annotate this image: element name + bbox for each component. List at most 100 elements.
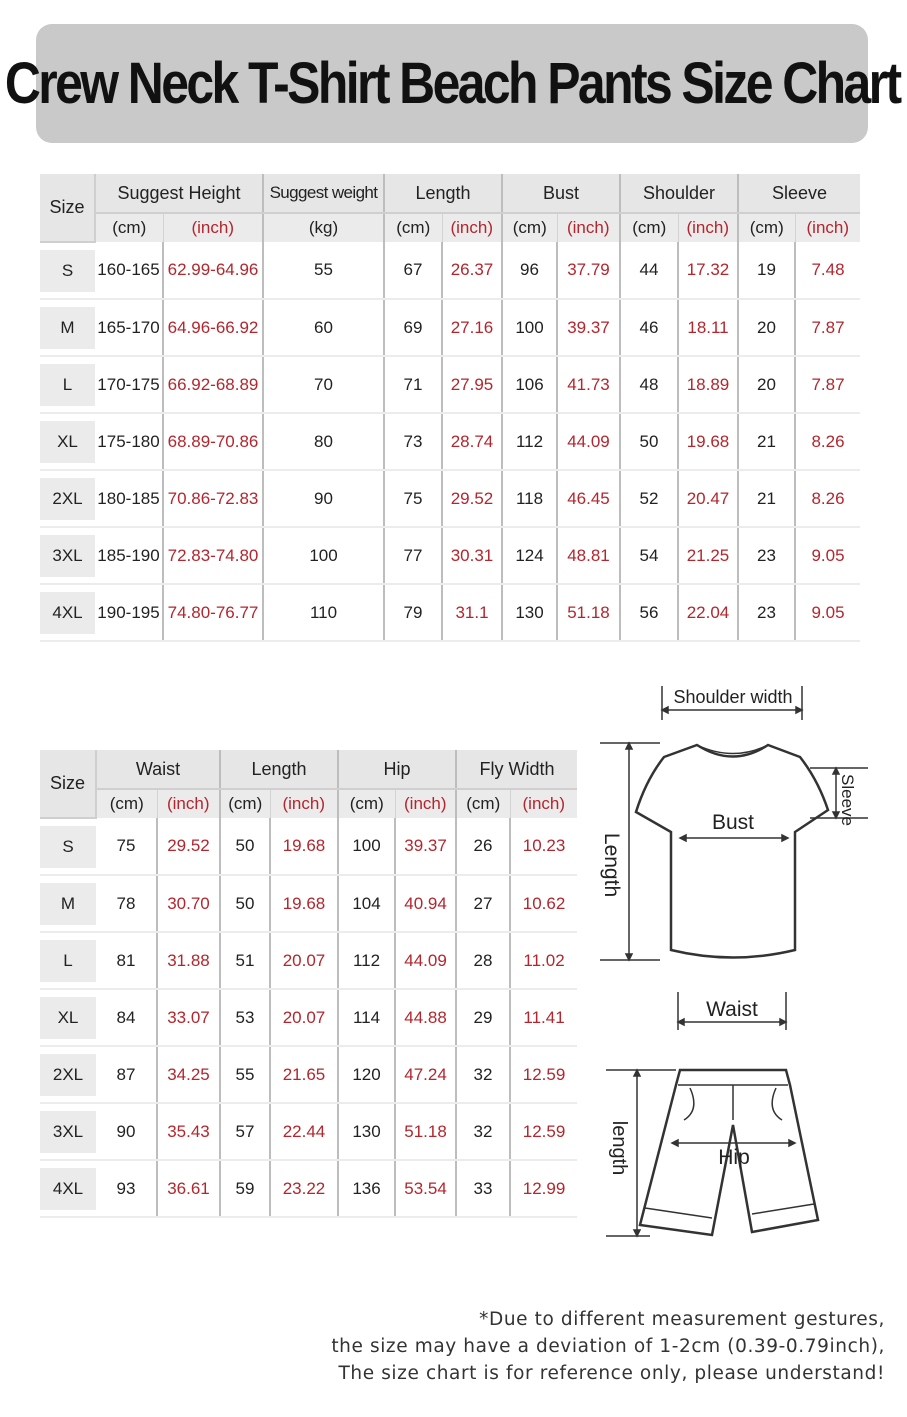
value-cell: 22.04 bbox=[677, 584, 738, 642]
size-header: Size bbox=[40, 174, 96, 243]
value-cell: 79 bbox=[383, 584, 442, 642]
value-cell: 100 bbox=[337, 818, 395, 876]
value-cell: 70 bbox=[262, 356, 384, 414]
unit-header: (inch) bbox=[677, 213, 738, 242]
value-cell: 50 bbox=[219, 818, 270, 876]
unit-header: (inch) bbox=[156, 789, 220, 818]
unit-header: (kg) bbox=[262, 213, 384, 242]
value-cell: 28.74 bbox=[441, 413, 502, 471]
value-cell: 44.09 bbox=[393, 932, 457, 990]
size-cell: S bbox=[40, 242, 95, 300]
value-cell: 160-165 bbox=[95, 242, 163, 300]
footnote: *Due to different measurement gestures, … bbox=[331, 1306, 885, 1387]
group-header: Length bbox=[219, 750, 338, 790]
unit-header: (cm) bbox=[337, 789, 395, 818]
hip-label: Hip bbox=[718, 1146, 750, 1169]
value-cell: 44.88 bbox=[393, 989, 457, 1047]
size-cell: S bbox=[40, 818, 96, 876]
value-cell: 32 bbox=[455, 1103, 511, 1161]
unit-header: (cm) bbox=[383, 213, 442, 242]
value-cell: 47.24 bbox=[393, 1046, 457, 1104]
sleeve-label: Sleeve bbox=[838, 774, 857, 826]
value-cell: 26 bbox=[455, 818, 511, 876]
table-row: XL 84 33.07 53 20.07 114 44.88 29 11.41 bbox=[40, 989, 578, 1047]
value-cell: 71 bbox=[383, 356, 442, 414]
value-cell: 87 bbox=[96, 1046, 157, 1104]
value-cell: 33.07 bbox=[156, 989, 220, 1047]
value-cell: 73 bbox=[383, 413, 442, 471]
value-cell: 175-180 bbox=[95, 413, 163, 471]
size-label: XL bbox=[40, 420, 95, 463]
value-cell: 69 bbox=[383, 299, 442, 357]
value-cell: 44.09 bbox=[556, 413, 620, 471]
value-cell: 31.88 bbox=[156, 932, 220, 990]
value-cell: 8.26 bbox=[793, 470, 861, 528]
value-cell: 19.68 bbox=[677, 413, 738, 471]
size-label: 3XL bbox=[40, 1110, 96, 1153]
value-cell: 23 bbox=[737, 584, 795, 642]
value-cell: 23 bbox=[737, 527, 795, 585]
unit-header: (cm) bbox=[219, 789, 270, 818]
unit-header: (inch) bbox=[794, 213, 861, 242]
value-cell: 19.68 bbox=[269, 818, 338, 876]
table-row: 3XL 185-190 72.83-74.80 100 77 30.31 124 48.81 5… bbox=[40, 527, 861, 585]
value-cell: 52 bbox=[619, 470, 678, 528]
value-cell: 56 bbox=[619, 584, 678, 642]
value-cell: 29.52 bbox=[441, 470, 502, 528]
table-row: 3XL 90 35.43 57 22.44 130 51.18 32 12.59 bbox=[40, 1103, 578, 1161]
value-cell: 10.62 bbox=[509, 875, 578, 933]
unit-header: (cm) bbox=[96, 789, 157, 818]
unit-header: (cm) bbox=[95, 213, 163, 242]
size-label: 2XL bbox=[40, 477, 95, 520]
size-label: M bbox=[40, 882, 96, 925]
footnote-line: *Due to different measurement gestures, bbox=[479, 1309, 885, 1330]
value-cell: 41.73 bbox=[556, 356, 620, 414]
value-cell: 90 bbox=[262, 470, 384, 528]
size-label: XL bbox=[40, 996, 96, 1039]
value-cell: 80 bbox=[262, 413, 384, 471]
value-cell: 20 bbox=[737, 299, 795, 357]
value-cell: 19.68 bbox=[269, 875, 338, 933]
value-cell: 12.59 bbox=[509, 1103, 578, 1161]
value-cell: 64.96-66.92 bbox=[162, 299, 263, 357]
value-cell: 190-195 bbox=[95, 584, 163, 642]
value-cell: 40.94 bbox=[393, 875, 457, 933]
value-cell: 39.37 bbox=[556, 299, 620, 357]
length-label: Length bbox=[600, 833, 623, 897]
value-cell: 51.18 bbox=[393, 1103, 457, 1161]
size-label: L bbox=[40, 939, 96, 982]
group-header: Sleeve bbox=[736, 174, 861, 214]
pants-length-label: length bbox=[608, 1121, 630, 1176]
value-cell: 90 bbox=[96, 1103, 157, 1161]
waist-label: Waist bbox=[706, 998, 758, 1021]
value-cell: 18.11 bbox=[677, 299, 738, 357]
value-cell: 7.48 bbox=[793, 242, 861, 300]
value-cell: 17.32 bbox=[677, 242, 738, 300]
tshirt-diagram: Shoulder width Bust Length Sleeve bbox=[600, 686, 868, 962]
title-banner: Crew Neck T-Shirt Beach Pants Size Chart bbox=[5, 24, 902, 143]
unit-header: (inch) bbox=[441, 213, 502, 242]
footnote-line: the size may have a deviation of 1-2cm (… bbox=[331, 1336, 885, 1357]
size-cell: M bbox=[40, 875, 96, 933]
value-cell: 50 bbox=[619, 413, 678, 471]
value-cell: 104 bbox=[337, 875, 395, 933]
value-cell: 46 bbox=[619, 299, 678, 357]
group-header: Shoulder bbox=[619, 174, 738, 214]
unit-header: (inch) bbox=[162, 213, 263, 242]
value-cell: 27.16 bbox=[441, 299, 502, 357]
size-cell: 4XL bbox=[40, 584, 95, 642]
value-cell: 62.99-64.96 bbox=[162, 242, 263, 300]
value-cell: 100 bbox=[262, 527, 384, 585]
size-cell: XL bbox=[40, 989, 96, 1047]
value-cell: 51.18 bbox=[556, 584, 620, 642]
footnote-line: The size chart is for reference only, pl… bbox=[338, 1363, 885, 1384]
value-cell: 120 bbox=[337, 1046, 395, 1104]
size-cell: 3XL bbox=[40, 1103, 96, 1161]
value-cell: 21.65 bbox=[269, 1046, 338, 1104]
table-row: S 160-165 62.99-64.96 55 67 26.37 96 37.79 44 17.… bbox=[40, 242, 861, 300]
value-cell: 30.70 bbox=[156, 875, 220, 933]
value-cell: 12.99 bbox=[509, 1160, 578, 1218]
value-cell: 30.31 bbox=[441, 527, 502, 585]
value-cell: 60 bbox=[262, 299, 384, 357]
size-cell: L bbox=[40, 356, 95, 414]
